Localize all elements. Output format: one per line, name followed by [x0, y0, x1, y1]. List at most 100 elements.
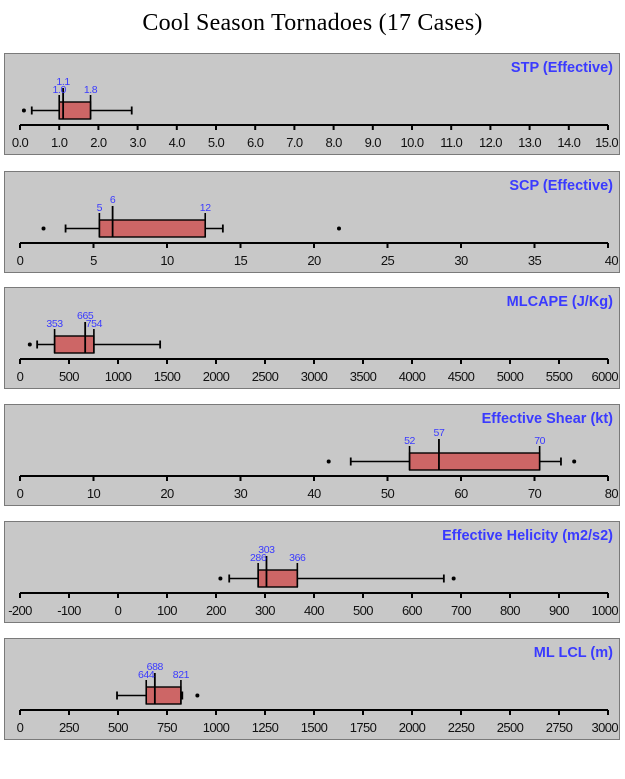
- panel-title: STP (Effective): [511, 60, 613, 76]
- x-tick-label: 3000: [591, 720, 618, 735]
- x-tick-label: 70: [528, 486, 542, 501]
- panel-mlcape: MLCAPE (J/Kg) 0 500 1000 1500 2000 2500 3000 350…: [4, 287, 620, 389]
- x-tick-label: 800: [500, 603, 520, 618]
- x-tick-label: 35: [528, 253, 542, 268]
- x-tick-label: 1000: [591, 603, 618, 618]
- x-tick-label: 60: [454, 486, 468, 501]
- q1-label: 52: [404, 435, 415, 447]
- q3-label: 70: [534, 435, 545, 447]
- panel-title: Effective Shear (kt): [482, 411, 614, 427]
- median-label: 57: [434, 427, 445, 439]
- box-plot-svg: STP (Effective) 0.0 1.0 2.0 3.0 4.0 5.0 6.0 7.0 8…: [12, 60, 619, 150]
- q3-label: 821: [173, 669, 190, 681]
- x-tick-label: 10.0: [401, 135, 424, 150]
- panel-effective-helicity: Effective Helicity (m2/s2) -200 -100 0 100 20…: [4, 521, 620, 623]
- x-tick-label: 5000: [497, 369, 524, 384]
- iqr-box: [53, 335, 95, 354]
- x-tick-label: 5500: [546, 369, 573, 384]
- panel-title: ML LCL (m): [534, 645, 613, 661]
- x-tick-label: 1500: [154, 369, 181, 384]
- x-tick-label: 1500: [301, 720, 328, 735]
- outlier-point: [27, 342, 32, 347]
- x-tick-label: 80: [605, 486, 619, 501]
- outlier-point: [195, 693, 200, 698]
- x-tick-label: 3500: [350, 369, 377, 384]
- x-tick-label: 12.0: [479, 135, 502, 150]
- box-plot-svg: ML LCL (m) 0 250 500 750 1000 1250 1500 1750 2000…: [17, 645, 619, 735]
- x-tick-label: 500: [59, 369, 79, 384]
- box-plot-svg: SCP (Effective) 0 5 10 15 20 25 30 35 40 5 12 6: [17, 178, 619, 268]
- panel-title: MLCAPE (J/Kg): [507, 294, 614, 310]
- x-tick-label: 2250: [448, 720, 475, 735]
- x-tick-label: 3.0: [129, 135, 146, 150]
- outlier-point: [21, 108, 26, 113]
- x-tick-label: 4000: [399, 369, 426, 384]
- x-tick-label: 25: [381, 253, 395, 268]
- x-tick-label: 0: [17, 720, 24, 735]
- x-tick-label: 1000: [105, 369, 132, 384]
- x-tick-label: 5.0: [208, 135, 225, 150]
- x-tick-label: 200: [206, 603, 226, 618]
- q3-label: 366: [289, 552, 306, 564]
- x-tick-label: 40: [307, 486, 321, 501]
- x-tick-label: 600: [402, 603, 422, 618]
- iqr-box: [98, 219, 206, 238]
- x-tick-label: 10: [160, 253, 174, 268]
- panel-stp: STP (Effective) 0.0 1.0 2.0 3.0 4.0 5.0 6.0 7.0 8…: [4, 53, 620, 155]
- x-tick-label: 15.0: [595, 135, 618, 150]
- x-tick-label: 0: [17, 253, 24, 268]
- x-tick-label: -100: [57, 603, 81, 618]
- x-tick-label: 100: [157, 603, 177, 618]
- panel-scp: SCP (Effective) 0 5 10 15 20 25 30 35 40 5 12 6: [4, 171, 620, 273]
- x-tick-label: 4500: [448, 369, 475, 384]
- x-tick-label: 11.0: [440, 135, 462, 150]
- x-tick-label: 500: [108, 720, 128, 735]
- x-tick-label: 20: [160, 486, 174, 501]
- iqr-box: [408, 452, 541, 471]
- panel-title: Effective Helicity (m2/s2): [442, 528, 613, 544]
- outlier-point: [326, 459, 331, 464]
- median-label: 303: [258, 544, 275, 556]
- median-label: 6: [110, 194, 116, 206]
- x-tick-label: 1250: [252, 720, 279, 735]
- x-tick-label: 13.0: [518, 135, 541, 150]
- x-tick-label: 6000: [591, 369, 618, 384]
- x-tick-label: 500: [353, 603, 373, 618]
- x-tick-label: 700: [451, 603, 471, 618]
- x-tick-label: 2.0: [90, 135, 107, 150]
- outlier-point: [451, 576, 456, 581]
- x-tick-label: 2000: [203, 369, 230, 384]
- q1-label: 5: [97, 202, 103, 214]
- panel-title: SCP (Effective): [509, 178, 613, 194]
- x-tick-label: 2000: [399, 720, 426, 735]
- x-tick-label: 0: [17, 369, 24, 384]
- x-tick-label: 2500: [497, 720, 524, 735]
- x-tick-label: 750: [157, 720, 177, 735]
- x-tick-label: 1000: [203, 720, 230, 735]
- x-tick-label: 1.0: [51, 135, 68, 150]
- outlier-point: [218, 576, 223, 581]
- box-plot-svg: MLCAPE (J/Kg) 0 500 1000 1500 2000 2500 3000 350…: [17, 294, 619, 384]
- box-plot-svg: Effective Shear (kt) 0 10 20 30 40 50 60 70 80 52 7…: [17, 411, 619, 501]
- figure-title: Cool Season Tornadoes (17 Cases): [142, 10, 483, 36]
- x-tick-label: 10: [87, 486, 101, 501]
- x-tick-label: 6.0: [247, 135, 264, 150]
- x-tick-label: 5: [90, 253, 97, 268]
- median-label: 1.1: [56, 76, 70, 88]
- outlier-point: [41, 226, 46, 231]
- x-tick-label: 3000: [301, 369, 328, 384]
- x-tick-label: 4.0: [169, 135, 186, 150]
- x-tick-label: 40: [605, 253, 619, 268]
- q1-label: 1.0: [52, 84, 66, 96]
- x-tick-label: 14.0: [557, 135, 580, 150]
- x-tick-label: 0: [17, 486, 24, 501]
- x-tick-label: 900: [549, 603, 569, 618]
- box-plot-svg: Effective Helicity (m2/s2) -200 -100 0 100 20…: [8, 528, 619, 618]
- q3-label: 1.8: [84, 84, 98, 96]
- outlier-point: [572, 459, 577, 464]
- x-tick-label: 30: [454, 253, 468, 268]
- panel-effective-shear: Effective Shear (kt) 0 10 20 30 40 50 60 70 80 52 7…: [4, 404, 620, 506]
- x-tick-label: 400: [304, 603, 324, 618]
- x-tick-label: 8.0: [325, 135, 342, 150]
- x-tick-label: 9.0: [365, 135, 382, 150]
